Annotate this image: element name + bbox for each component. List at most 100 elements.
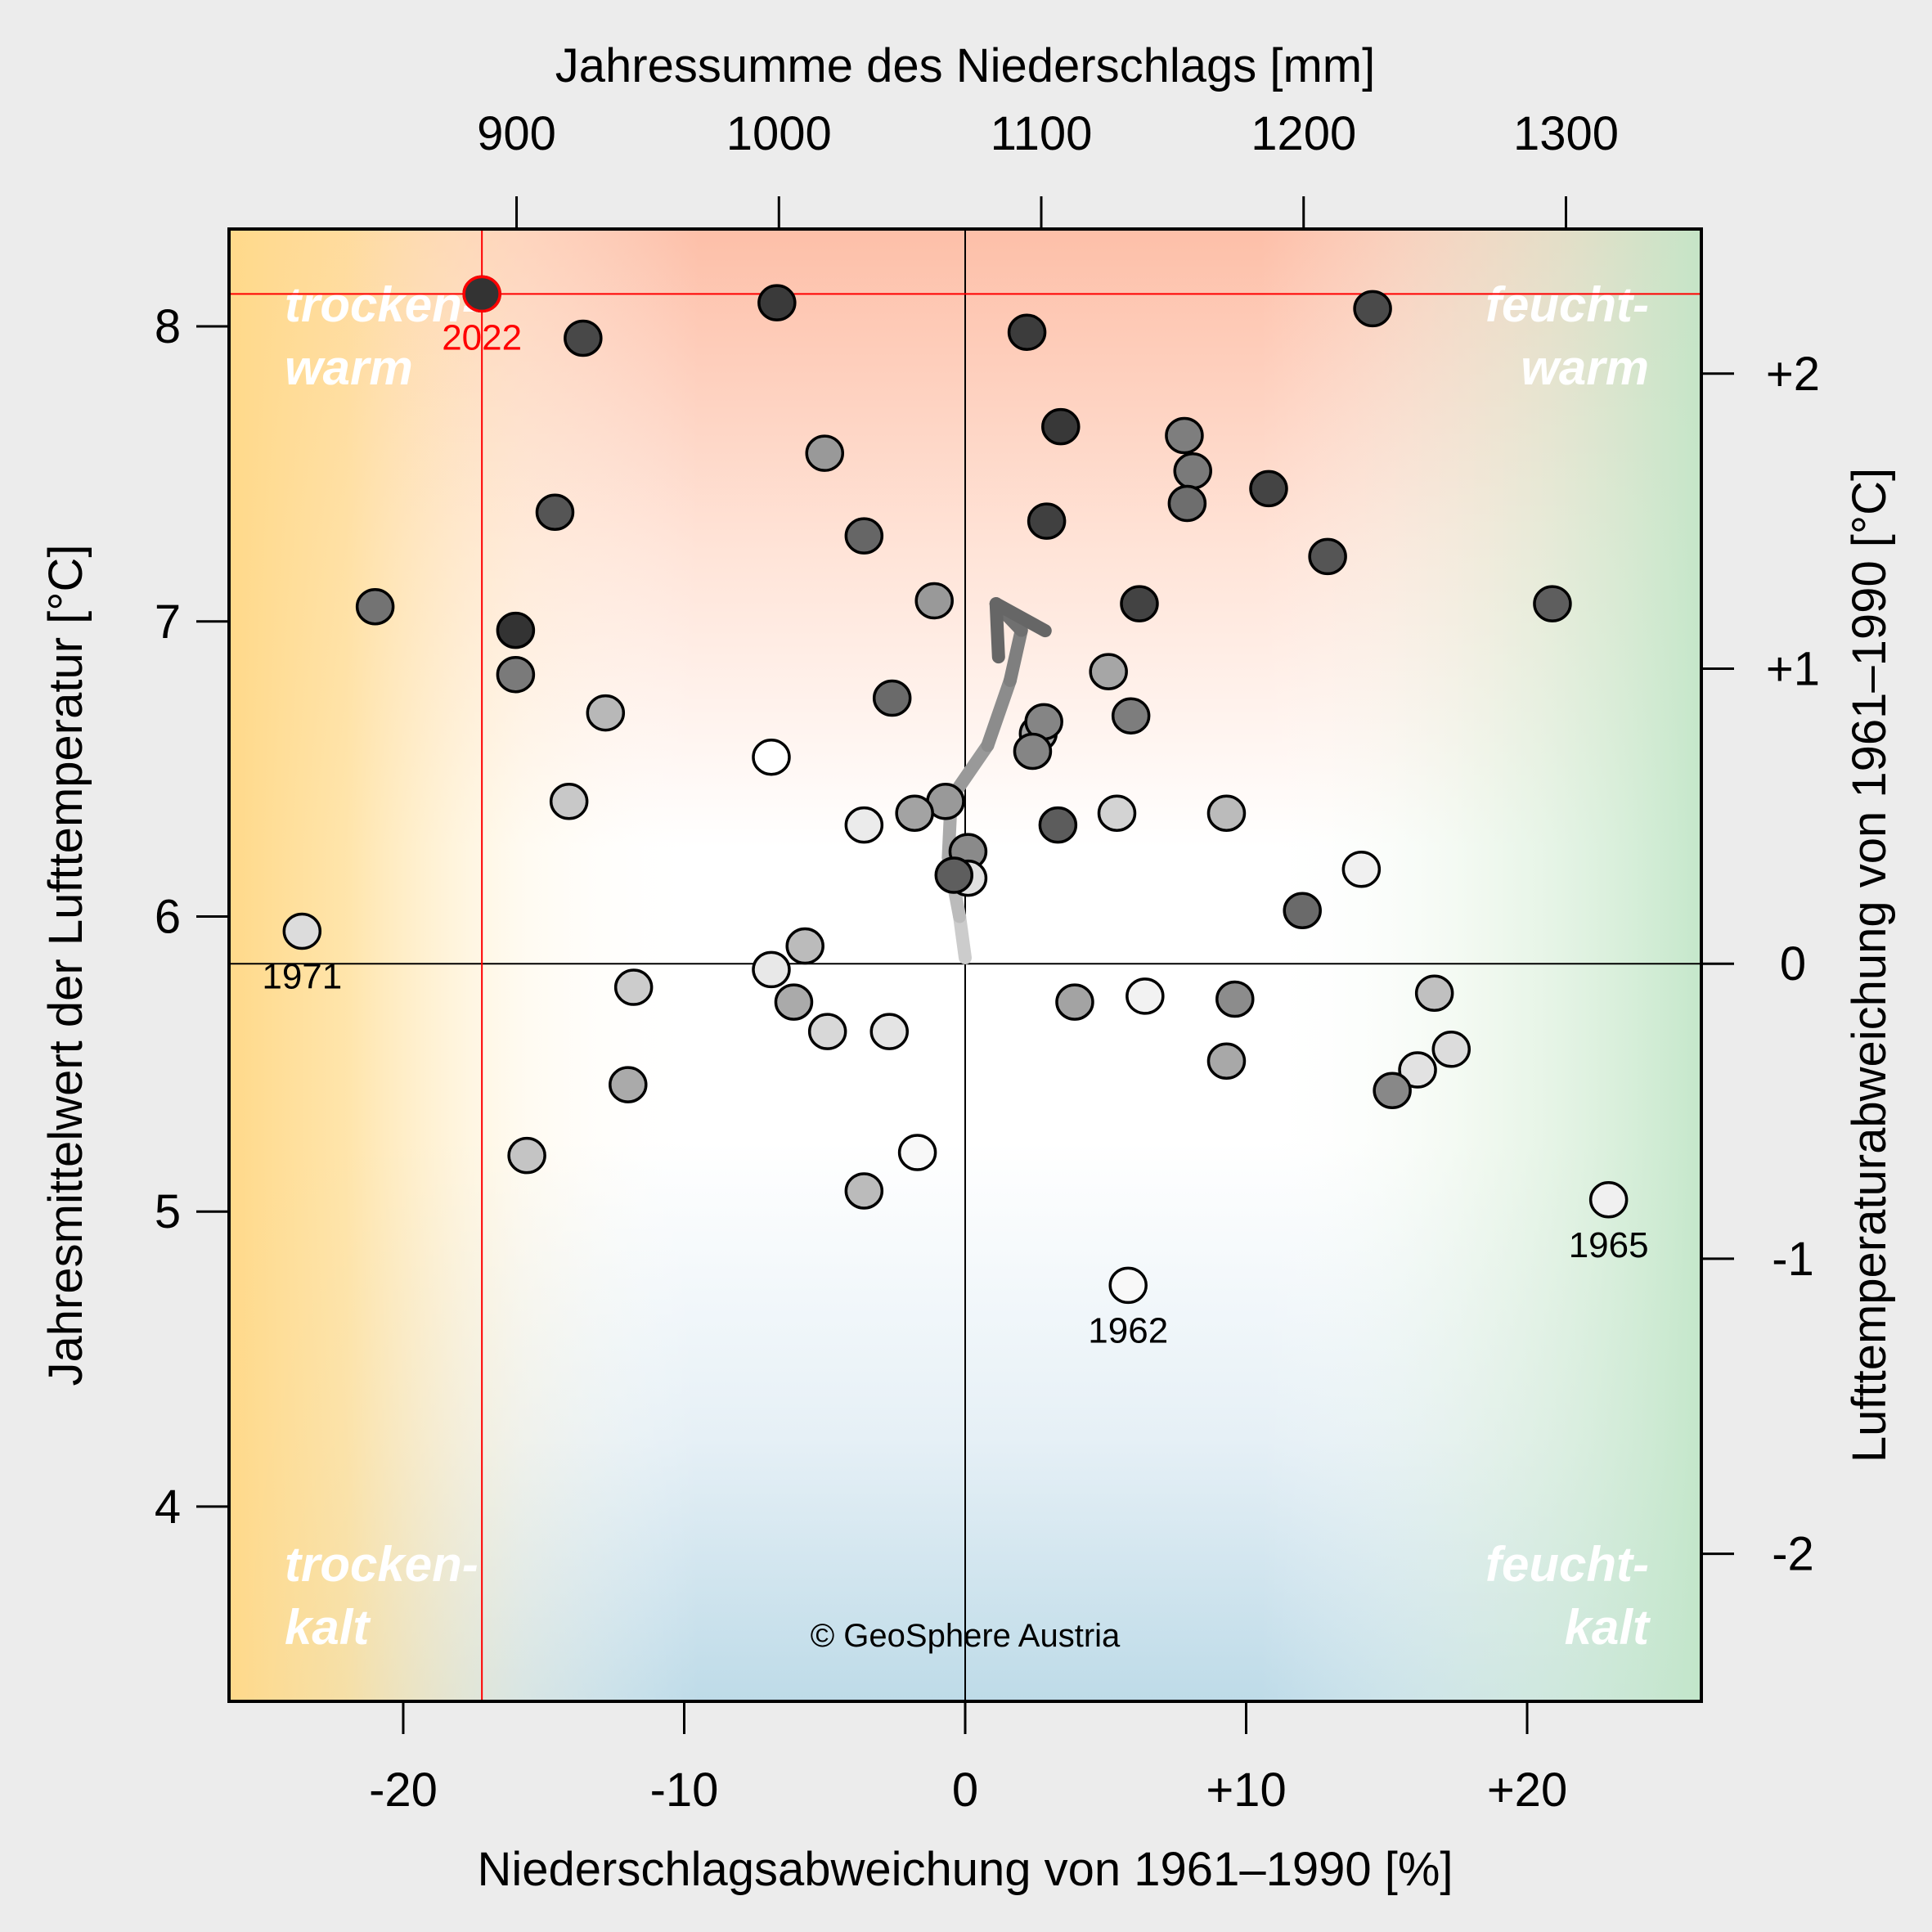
quad-top-right-2: warm	[1521, 340, 1649, 395]
right-tick-label: +2	[1766, 348, 1820, 401]
data-point	[844, 806, 884, 844]
quad-bottom-left-2: kalt	[285, 1600, 371, 1655]
data-point	[1038, 806, 1078, 844]
data-point	[914, 582, 954, 620]
data-point	[872, 679, 912, 717]
right-tick-label: -2	[1772, 1528, 1814, 1581]
data-point	[507, 1136, 546, 1175]
right-tick-label: 0	[1780, 937, 1806, 991]
data-point	[805, 434, 844, 472]
data-point	[1308, 537, 1347, 576]
data-point	[785, 927, 824, 965]
top-tick-label: 1300	[1513, 107, 1619, 160]
data-point	[1007, 313, 1047, 352]
trend-segment	[953, 910, 972, 964]
data-point	[549, 783, 589, 820]
data-point	[807, 1013, 847, 1050]
data-point	[869, 1013, 910, 1050]
top-tick-label: 1000	[726, 107, 832, 160]
data-point	[1206, 794, 1247, 832]
data-points	[282, 275, 1629, 1305]
data-point	[844, 1172, 884, 1210]
data-point	[1398, 1051, 1437, 1089]
data-point	[496, 611, 536, 649]
data-point	[1341, 851, 1382, 888]
data-point	[282, 912, 322, 950]
data-point	[752, 950, 791, 989]
data-point	[934, 856, 974, 894]
x-tick-label: -20	[369, 1764, 438, 1817]
y-tick-label: 4	[155, 1480, 181, 1534]
data-point	[535, 493, 575, 532]
data-point	[774, 983, 814, 1021]
y-tick-label: 7	[155, 595, 181, 649]
quad-top-left-2: warm	[285, 340, 413, 395]
data-point	[1353, 290, 1392, 328]
data-point	[1111, 697, 1151, 735]
year-label: 1971	[262, 957, 342, 997]
x-axis-bottom: -20 -10 0 +10 +20	[369, 1701, 1567, 1817]
y-axis-right-title: Lufttemperaturabweichung von 1961–1990 […	[1843, 468, 1896, 1462]
top-tick-label: 1200	[1251, 107, 1356, 160]
data-point	[1533, 585, 1572, 622]
data-point	[1120, 585, 1159, 622]
data-point	[1097, 794, 1137, 832]
data-point	[1041, 407, 1081, 446]
year-label: 1962	[1088, 1310, 1168, 1350]
data-point	[1283, 892, 1322, 930]
data-point	[1373, 1072, 1412, 1110]
y-axis-left: 4 5 6 7 8	[155, 300, 229, 1534]
x-tick-label: +20	[1487, 1764, 1567, 1817]
data-point	[564, 319, 603, 357]
y-tick-label: 8	[155, 300, 181, 353]
data-point	[897, 1134, 937, 1171]
right-tick-label: +1	[1766, 642, 1820, 695]
data-point	[1013, 732, 1053, 771]
y-axis-left-title: Jahresmittelwert der Lufttemperatur [°C]	[39, 545, 92, 1386]
x-tick-label: -10	[650, 1764, 719, 1817]
copyright-notice: © GeoSphere Austria	[811, 1618, 1121, 1654]
arrowhead-right	[989, 597, 1052, 638]
data-point	[613, 968, 654, 1006]
data-point	[1431, 1031, 1471, 1068]
year-annotations: 2022 1971 1965 1962	[262, 317, 1648, 1350]
x-axis-top-title: Jahressumme des Niederschlags [mm]	[555, 39, 1375, 92]
data-point	[752, 738, 791, 776]
top-tick-label: 1100	[991, 107, 1093, 160]
arrowhead-left	[989, 597, 1005, 664]
data-point	[586, 694, 626, 732]
data-point	[1588, 1181, 1629, 1219]
data-point	[895, 794, 934, 832]
x-axis-bottom-title: Niederschlagsabweichung von 1961–1990 [%…	[477, 1843, 1453, 1896]
quad-bottom-right-1: feucht-	[1485, 1537, 1649, 1592]
data-point	[1165, 416, 1204, 455]
highlight-point	[462, 275, 501, 313]
trend-segment	[1003, 623, 1028, 687]
right-tick-label: -1	[1772, 1233, 1814, 1286]
data-point	[355, 587, 395, 626]
data-point	[844, 517, 884, 555]
year-label: 1965	[1569, 1225, 1649, 1265]
y-axis-right: +2 +1 0 -1 -2	[1701, 348, 1820, 1581]
x-axis-top: 900 1000 1100 1200 1300	[477, 107, 1619, 229]
data-point	[1414, 974, 1454, 1013]
data-point	[1215, 980, 1255, 1018]
quad-top-right-1: feucht-	[1485, 277, 1649, 332]
x-tick-label: 0	[952, 1764, 978, 1817]
quad-bottom-left-1: trocken-	[285, 1537, 479, 1592]
quad-bottom-right-2: kalt	[1565, 1600, 1651, 1655]
highlight-year-label: 2022	[442, 317, 522, 357]
data-point	[1167, 484, 1207, 523]
data-point	[1126, 977, 1165, 1015]
quadrant-labels: trocken- warm feucht- warm trocken- kalt…	[285, 277, 1651, 1655]
data-point	[609, 1066, 648, 1103]
y-tick-label: 6	[155, 890, 181, 943]
data-point	[1089, 653, 1128, 690]
trend-segment	[981, 673, 1017, 753]
data-point	[1249, 470, 1288, 508]
data-point	[496, 655, 536, 694]
data-point	[1206, 1042, 1247, 1080]
data-point	[1108, 1266, 1148, 1305]
data-point	[1027, 502, 1067, 540]
